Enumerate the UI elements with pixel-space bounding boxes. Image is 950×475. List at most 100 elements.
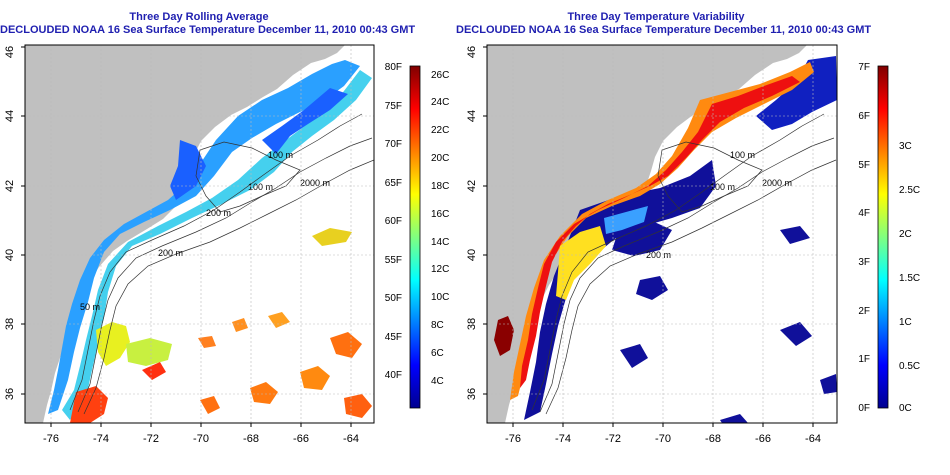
colorbar-c-label: 18C [431,181,449,192]
colorbar-f-label: 1F [858,354,870,365]
left-colorbar-gradient [409,65,421,409]
left-lat-axis: 36 38 40 42 44 46 [4,46,16,400]
contour-label: 100 m [730,150,755,160]
right-map: 100 m 100 m 2000 m 200 m [466,44,838,445]
colorbar-f-label: 6F [858,111,870,122]
colorbar-f-label: 70F [385,139,402,150]
colorbar-f-label: 60F [385,216,402,227]
colorbar-c-label: 1.5C [899,273,920,284]
colorbar-c-label: 1C [899,317,912,328]
left-sst-field [48,60,372,423]
left-lon-axis: -76 -74 -72 -70 -68 -66 -64 [43,433,359,445]
lon-tick: -68 [705,433,721,445]
lat-tick: 40 [4,249,16,261]
lon-tick: -66 [293,433,309,445]
colorbar-c-label: 12C [431,264,449,275]
contour-label: 2000 m [300,178,330,188]
left-map-frame [24,44,375,424]
right-lat-axis: 36 38 40 42 44 46 [466,46,478,400]
left-contour-labels: 100 m 100 m 2000 m 200 m 200 m 50 m [80,150,330,312]
lat-tick: 38 [4,318,16,330]
lon-tick: -74 [93,433,109,445]
left-title-line2: DECLOUDED NOAA 16 Sea Surface Temperatur… [0,24,416,36]
right-colorbar: 7F 6F 5F 4F 3F 2F 1F 0F 3C 2.5C 2C 1.5C … [858,62,920,414]
colorbar-f-label: 5F [858,160,870,171]
colorbar-c-label: 8C [431,320,444,331]
contour-label: 100 m [710,182,735,192]
lon-tick: -72 [143,433,159,445]
colorbar-f-label: 4F [858,208,870,219]
lat-tick: 36 [466,388,478,400]
lat-tick: 36 [4,388,16,400]
right-colorbar-gradient [877,65,889,409]
right-bathymetry-contours [531,113,837,415]
right-contour-labels: 100 m 100 m 2000 m 200 m [646,150,792,260]
left-colorbar-c-labels: 26C 24C 22C 20C 18C 16C 14C 12C 10C 8C 6… [431,70,449,387]
lat-tick: 46 [466,46,478,58]
colorbar-c-label: 16C [431,209,449,220]
right-title-line2: DECLOUDED NOAA 16 Sea Surface Temperatur… [456,24,872,36]
lat-tick: 42 [4,180,16,192]
contour-label: 200 m [158,248,183,258]
colorbar-f-label: 0F [858,403,870,414]
colorbar-f-label: 50F [385,293,402,304]
lon-tick: -74 [555,433,571,445]
colorbar-f-label: 75F [385,101,402,112]
lon-tick: -64 [343,433,359,445]
colorbar-f-label: 3F [858,257,870,268]
colorbar-f-label: 65F [385,178,402,189]
right-map-frame [486,44,838,424]
colorbar-c-label: 24C [431,97,449,108]
lat-tick: 44 [466,110,478,122]
colorbar-f-label: 40F [385,370,402,381]
lon-tick: -72 [605,433,621,445]
right-title-line1: Three Day Temperature Variability [567,11,745,23]
right-lon-axis: -76 -74 -72 -70 -68 -66 -64 [505,433,821,445]
left-gridlines [25,45,374,423]
colorbar-f-label: 45F [385,332,402,343]
colorbar-f-label: 2F [858,306,870,317]
colorbar-c-label: 22C [431,125,449,136]
colorbar-c-label: 0C [899,403,912,414]
lon-tick: -70 [655,433,671,445]
left-colorbar-f-labels: 80F 75F 70F 65F 60F 55F 50F 45F 40F [385,62,402,381]
contour-label: 100 m [268,150,293,160]
left-title-line1: Three Day Rolling Average [129,11,269,23]
left-colorbar: 80F 75F 70F 65F 60F 55F 50F 45F 40F 26C … [385,62,449,409]
colorbar-c-label: 26C [431,70,449,81]
lat-tick: 44 [4,110,16,122]
lat-tick: 46 [4,46,16,58]
contour-label: 100 m [248,182,273,192]
lon-tick: -68 [243,433,259,445]
contour-label: 200 m [206,208,231,218]
colorbar-f-label: 55F [385,255,402,266]
contour-label: 50 m [80,302,100,312]
colorbar-c-label: 10C [431,292,449,303]
lon-tick: -70 [193,433,209,445]
contour-label: 2000 m [762,178,792,188]
lat-tick: 42 [466,180,478,192]
colorbar-c-label: 3C [899,141,912,152]
colorbar-f-label: 7F [858,62,870,73]
colorbar-c-label: 6C [431,348,444,359]
lon-tick: -66 [755,433,771,445]
lat-tick: 38 [466,318,478,330]
contour-label: 200 m [646,250,671,260]
colorbar-c-label: 0.5C [899,361,920,372]
lat-tick: 40 [466,249,478,261]
right-map-title: Three Day Temperature Variability DECLOU… [456,11,872,37]
right-gridlines [487,45,837,423]
colorbar-c-label: 2C [899,229,912,240]
left-map: 100 m 100 m 2000 m 200 m 200 m 50 m [4,44,375,445]
colorbar-f-label: 80F [385,62,402,73]
right-colorbar-f-labels: 7F 6F 5F 4F 3F 2F 1F 0F [858,62,870,414]
left-map-title: Three Day Rolling Average DECLOUDED NOAA… [0,11,416,37]
colorbar-c-label: 2.5C [899,185,920,196]
right-colorbar-c-labels: 3C 2.5C 2C 1.5C 1C 0.5C 0C [899,141,920,414]
lon-tick: -76 [43,433,59,445]
left-bathymetry-contours [69,113,374,415]
colorbar-c-label: 4C [431,376,444,387]
lon-tick: -76 [505,433,521,445]
colorbar-c-label: 20C [431,153,449,164]
